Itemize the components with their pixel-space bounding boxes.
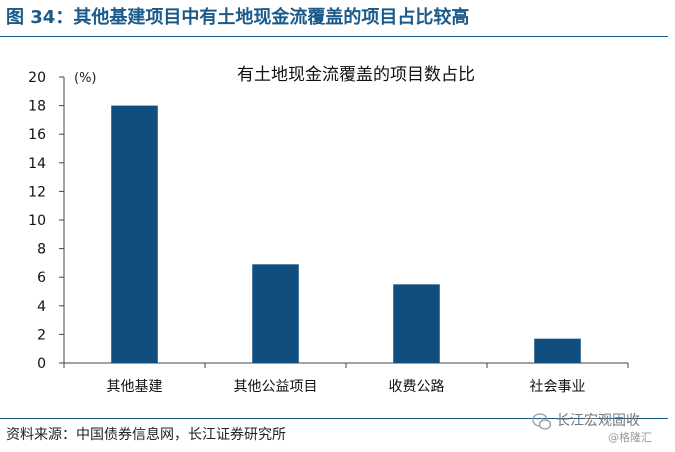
y-tick-label: 14 (28, 156, 46, 172)
y-tick-label: 20 (28, 70, 46, 86)
y-axis: 0 2 4 6 8 10 12 14 16 18 20 (28, 70, 65, 372)
wechat-icon (532, 413, 552, 430)
figure-title: 图 34：其他基建项目中有土地现金流覆盖的项目占比较高 (6, 7, 470, 28)
source-note: 资料来源：中国债券信息网，长江证券研究所 (6, 427, 286, 443)
y-tick-label: 2 (37, 327, 46, 343)
y-tick-label: 4 (37, 299, 46, 315)
y-tick-label: 6 (37, 270, 46, 286)
x-tick-label: 收费公路 (389, 379, 445, 395)
bar (111, 105, 158, 363)
x-tick-label: 其他公益项目 (234, 379, 318, 395)
y-tick-label: 16 (28, 127, 46, 143)
y-tick-label: 8 (37, 242, 46, 258)
x-axis: 其他基建 其他公益项目 收费公路 社会事业 (63, 362, 629, 395)
bar (534, 338, 581, 363)
watermark-sub: @格隆汇 (608, 431, 652, 444)
y-unit-label: (%) (74, 71, 97, 86)
y-tick-label: 12 (28, 184, 46, 200)
bottom-divider (0, 418, 668, 419)
watermark-name: 长江宏观固收 (556, 413, 640, 429)
bar (393, 284, 440, 363)
x-tick-label: 其他基建 (107, 378, 163, 395)
x-tick-label: 社会事业 (530, 379, 586, 395)
chart-title: 有土地现金流覆盖的项目数占比 (237, 65, 475, 85)
watermark: 长江宏观固收 @格隆汇 (532, 408, 672, 446)
top-divider (0, 36, 668, 37)
bar (252, 264, 299, 363)
y-tick-label: 18 (28, 99, 46, 115)
y-tick-label: 10 (28, 213, 46, 229)
bar-series (111, 105, 581, 363)
bar-chart: 有土地现金流覆盖的项目数占比 (%) 0 2 4 6 8 10 12 14 16 18 20 其他基… (28, 65, 629, 395)
y-tick-label: 0 (37, 356, 46, 372)
